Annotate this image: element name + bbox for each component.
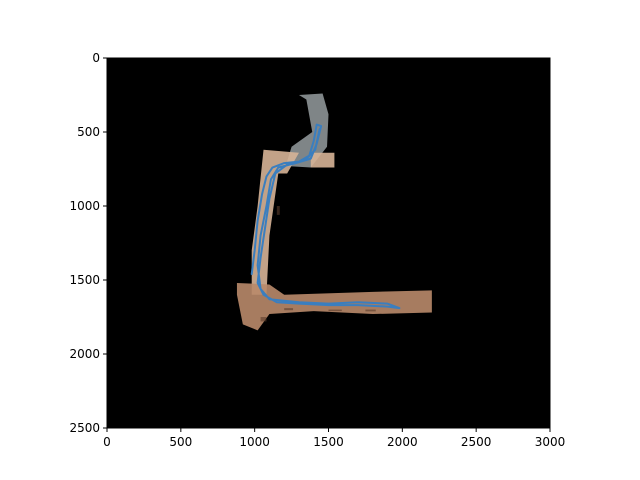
plot-area <box>106 57 551 429</box>
x-tick-label: 500 <box>169 435 192 449</box>
map-region-upper-extension <box>310 152 335 168</box>
map-texture-patch <box>365 309 376 312</box>
y-tick-label: 0 <box>92 51 100 65</box>
map-texture-patch <box>276 206 280 215</box>
y-tick-label: 2000 <box>69 347 100 361</box>
y-axis: 0 500 1000 1500 2000 2500 <box>69 51 107 435</box>
map-texture-patch <box>284 308 294 311</box>
y-tick-label: 2500 <box>69 421 100 435</box>
map-texture-patch <box>260 317 267 322</box>
y-tick-label: 1000 <box>69 199 100 213</box>
x-tick-label: 0 <box>103 435 111 449</box>
x-tick-label: 2500 <box>461 435 492 449</box>
x-tick-label: 1000 <box>239 435 270 449</box>
x-axis: 0 500 1000 1500 2000 2500 3000 <box>103 428 565 449</box>
trajectory-layer <box>250 123 401 310</box>
trajectory-line <box>250 123 401 310</box>
y-tick-label: 500 <box>77 125 100 139</box>
x-tick-label: 2000 <box>387 435 418 449</box>
x-tick-label: 1500 <box>313 435 344 449</box>
map-region-bottom-corridor <box>236 282 432 331</box>
map-texture-patch <box>328 309 342 312</box>
plot-background <box>107 58 550 428</box>
x-tick-label: 3000 <box>535 435 566 449</box>
map-region-upper-corridor <box>285 93 329 168</box>
y-tick-label: 1500 <box>69 273 100 287</box>
